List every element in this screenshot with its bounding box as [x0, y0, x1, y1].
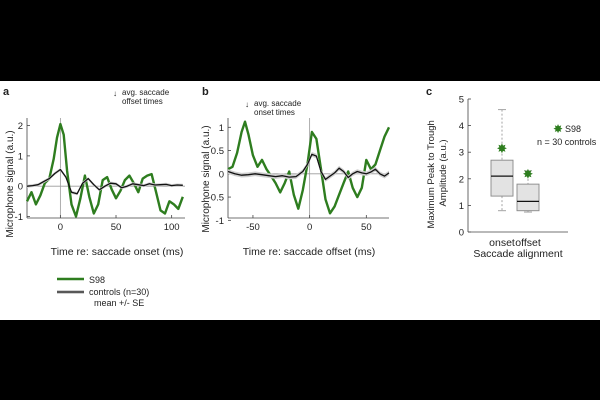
y-tick-label-c: 3: [459, 148, 464, 159]
box-offset: [516, 183, 540, 212]
legend-subject-label: S98: [89, 275, 105, 285]
x-tick-label-a: 0: [58, 222, 63, 233]
annotation-b: avg. saccade onset times: [254, 99, 303, 117]
annotation-arrow-a: ↓: [113, 89, 117, 98]
panel-label-c: c: [426, 86, 432, 98]
annotation-a: avg. saccade offset times: [122, 88, 171, 106]
series-line-s98-b: [227, 120, 391, 215]
annotation-a-line1: avg. saccade: [122, 88, 170, 97]
y-tick-label-a: 2: [18, 121, 23, 132]
legend-c-star-icon: ✸: [553, 122, 563, 136]
x-tick-label-a: 100: [164, 222, 180, 233]
y-tick-label-b: 0: [219, 169, 224, 180]
legend-c-controls: n = 30 controls: [537, 137, 597, 147]
series-line-controls-b: [227, 153, 390, 181]
y-tick-label-c: 5: [459, 95, 464, 106]
subject-point-star-icon: ✸: [523, 166, 534, 181]
x-tick-label-b: 50: [361, 222, 372, 233]
annotation-b-line2: onset times: [254, 108, 295, 117]
x-axis-label-c: Saccade alignment: [473, 248, 562, 260]
y-tick-label-c: 0: [459, 228, 464, 239]
annotation-a-line2: offset times: [122, 97, 163, 106]
chart-panel-c: c Maximum Peak to Trough Amplitude (a.u.…: [426, 86, 597, 260]
y-tick-label-b: -1: [216, 216, 224, 227]
figure-panel: a Microphone signal (a.u.) Time re: sacc…: [0, 81, 600, 320]
y-axis-label-c: Maximum Peak to Trough Amplitude (a.u.): [426, 118, 449, 229]
y-axis-label-c-line1: Maximum Peak to Trough: [426, 120, 437, 228]
x-tick-label-a: 50: [111, 222, 122, 233]
y-axis-label-b: Microphone signal (a.u.): [201, 125, 212, 232]
y-axis-label-a: Microphone signal (a.u.): [5, 130, 16, 237]
se-band-b: [228, 152, 389, 182]
legend-c-subject: S98: [565, 124, 581, 134]
figure-svg: a Microphone signal (a.u.) Time re: sacc…: [3, 86, 597, 308]
legend: S98 controls (n=30) mean +/- SE: [57, 275, 149, 308]
y-tick-label-b: -0.5: [208, 193, 224, 204]
series-line-s98-a: [25, 122, 184, 218]
x-tick-label-b: -50: [246, 222, 260, 233]
y-tick-label-a: -1: [15, 212, 23, 223]
y-tick-label-c: 4: [459, 121, 464, 132]
annotation-b-line1: avg. saccade: [254, 99, 302, 108]
y-tick-label-c: 2: [459, 174, 464, 185]
y-tick-label-b: 1: [219, 123, 224, 134]
annotation-arrow-b: ↓: [245, 100, 249, 109]
panel-label-a: a: [3, 86, 10, 98]
y-tick-label-a: 0: [18, 182, 23, 193]
legend-band-label: mean +/- SE: [94, 298, 144, 308]
x-axis-label-a: Time re: saccade onset (ms): [51, 246, 184, 258]
y-tick-label-a: 1: [18, 151, 23, 162]
series-line-controls-a: [26, 168, 183, 195]
x-tick-label-c: offset: [515, 237, 541, 249]
x-tick-label-c: onset: [489, 237, 515, 249]
box-onset: [490, 159, 514, 197]
x-tick-label-b: 0: [307, 222, 312, 233]
y-axis-label-c-line2: Amplitude (a.u.): [438, 139, 449, 206]
chart-panel-a: a Microphone signal (a.u.) Time re: sacc…: [3, 86, 185, 258]
panel-label-b: b: [202, 86, 209, 98]
y-tick-label-c: 1: [459, 201, 464, 212]
y-tick-label-b: 0.5: [211, 146, 224, 157]
subject-point-star-icon: ✸: [497, 141, 508, 156]
x-axis-label-b: Time re: saccade offset (ms): [243, 246, 375, 258]
legend-control-label: controls (n=30): [89, 287, 149, 297]
chart-panel-b: b Microphone signal (a.u.) Time re: sacc…: [201, 86, 391, 258]
